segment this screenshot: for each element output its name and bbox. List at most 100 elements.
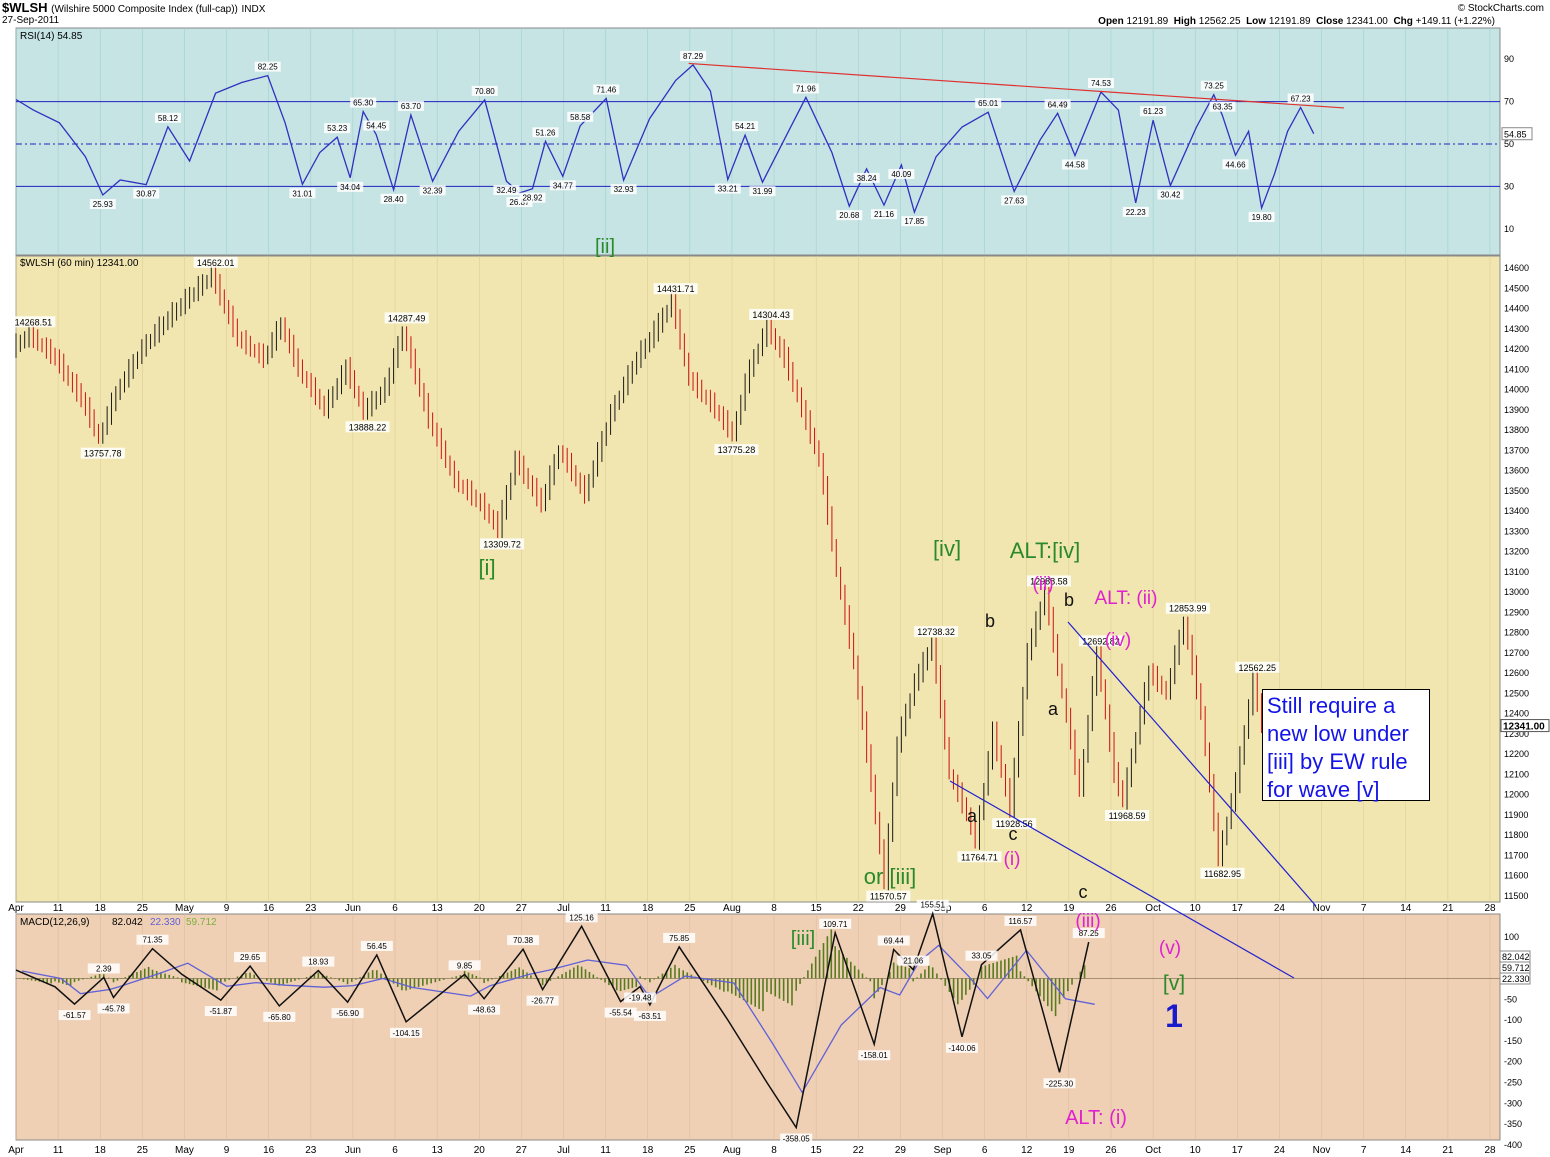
- macd-annotation-bg: [877, 935, 910, 946]
- macd-x-tick-label: 13: [432, 1145, 444, 1156]
- price-annotation-bg: [866, 890, 911, 902]
- macd-annotation: 71.35: [143, 936, 164, 945]
- rsi-annotation-bg: [901, 216, 928, 227]
- price-annotation: 13775.28: [718, 445, 756, 455]
- macd-annotation-bg: [97, 1003, 130, 1014]
- price-x-tick-label: 14: [1400, 903, 1412, 914]
- price-y-tick-label: 12500: [1504, 688, 1529, 698]
- rsi-annotation: 54.45: [366, 122, 387, 131]
- macd-x-tick-label: 14: [1400, 1145, 1412, 1156]
- macd-x-tick-label: 17: [1232, 1145, 1244, 1156]
- price-x-tick-label: 28: [1484, 903, 1496, 914]
- price-x-tick-label: 21: [1442, 903, 1454, 914]
- price-x-tick-label: 24: [1274, 903, 1286, 914]
- macd-y-tick-label: -400: [1504, 1140, 1522, 1150]
- price-y-tick-label: 12600: [1504, 668, 1529, 678]
- open-value: 12191.89: [1126, 16, 1169, 27]
- macd-annotation: -19.48: [629, 994, 652, 1003]
- price-y-tick-label: 12400: [1504, 709, 1529, 719]
- macd-annotation: 18.93: [308, 958, 329, 967]
- price-x-tick-label: Oct: [1145, 903, 1161, 914]
- rsi-annotation-bg: [1061, 159, 1088, 170]
- price-annotation-bg: [914, 626, 959, 638]
- price-annotation-bg: [1026, 575, 1071, 587]
- macd-x-tick-label: 16: [263, 1145, 275, 1156]
- price-x-tick-label: 25: [137, 903, 149, 914]
- rsi-y-tick-label: 50: [1504, 139, 1514, 149]
- price-last-value: 12341.00: [1503, 722, 1545, 733]
- macd-x-tick-label: 25: [137, 1145, 149, 1156]
- rsi-legend: RSI(14) 54.85: [20, 31, 83, 42]
- macd-annotation-bg: [858, 1050, 891, 1061]
- wave-label-ii: [ii]: [595, 236, 615, 258]
- price-annotation-bg: [80, 447, 125, 459]
- rsi-y-tick-label: 10: [1504, 224, 1514, 234]
- price-annotation: 12738.32: [917, 627, 955, 637]
- price-annotation: 14562.01: [197, 258, 235, 268]
- macd-annotation-bg: [360, 940, 393, 951]
- rsi-annotation: 71.46: [596, 86, 617, 95]
- price-y-tick-label: 11700: [1504, 850, 1528, 860]
- rsi-annotation-bg: [792, 83, 819, 94]
- macd-annotation-bg: [565, 912, 598, 923]
- price-x-tick-label: 9: [224, 903, 230, 914]
- rsi-annotation-bg: [549, 180, 576, 191]
- macd-annotation: -65.80: [268, 1013, 291, 1022]
- macd-annotation-bg: [965, 950, 998, 961]
- macd-annotation-bg: [916, 899, 949, 910]
- macd-annotation-bg: [87, 963, 120, 974]
- macd-x-tick-label: 8: [771, 1145, 777, 1156]
- macd-annotation-bg: [448, 960, 481, 971]
- rsi-annotation: 30.87: [136, 190, 157, 199]
- price-annotation: 11682.95: [1204, 869, 1241, 879]
- macd-annotation: -225.30: [1046, 1079, 1074, 1088]
- rsi-annotation: 82.25: [258, 63, 279, 72]
- price-y-tick-label: 12100: [1504, 769, 1529, 779]
- macd-annotation-bg: [263, 1011, 296, 1022]
- rsi-annotation: 32.39: [423, 186, 444, 195]
- rsi-annotation-bg: [1209, 101, 1236, 112]
- rsi-annotation: 33.21: [718, 185, 739, 194]
- macd-x-tick-label: 27: [516, 1145, 528, 1156]
- price-y-tick-label: 13900: [1504, 405, 1529, 415]
- rsi-y-tick-label: 30: [1504, 181, 1514, 191]
- rsi-annotation-bg: [567, 111, 594, 122]
- macd-annotation-bg: [1004, 915, 1037, 926]
- rsi-annotation: 65.30: [353, 99, 374, 108]
- rsi-annotation-bg: [871, 209, 897, 220]
- price-x-tick-label: 6: [982, 903, 988, 914]
- price-annotation-bg: [1235, 661, 1280, 673]
- rsi-annotation: 30.42: [1160, 191, 1181, 200]
- rsi-y-tick-label: 90: [1504, 54, 1514, 64]
- rsi-annotation: 17.85: [904, 217, 925, 226]
- price-x-tick-label: 27: [516, 903, 528, 914]
- price-x-tick-label: 22: [853, 903, 865, 914]
- macd-annotation-bg: [468, 1004, 501, 1015]
- rsi-annotation: 63.35: [1213, 103, 1234, 112]
- rsi-annotation: 58.12: [158, 114, 179, 123]
- price-y-tick-label: 12900: [1504, 607, 1529, 617]
- price-annotation: 12562.25: [1238, 663, 1276, 673]
- rsi-annotation: 32.49: [496, 186, 517, 195]
- macd-x-tick-label: 11: [600, 1145, 611, 1156]
- rsi-annotation: 73.25: [1204, 82, 1225, 91]
- price-x-tick-label: 20: [474, 903, 486, 914]
- symbol-title: $WLSH (Wilshire 5000 Composite Index (fu…: [2, 0, 265, 15]
- macd-x-tick-label: 19: [1063, 1145, 1075, 1156]
- rsi-last-value: 54.85: [1504, 130, 1527, 140]
- rsi-annotation: 31.01: [292, 189, 313, 198]
- rsi-annotation-bg: [610, 184, 637, 195]
- rsi-annotation: 87.29: [683, 52, 704, 61]
- rsi-line: [15, 63, 1315, 215]
- rsi-annotation-bg: [1140, 106, 1167, 117]
- price-x-tick-label: 8: [771, 903, 777, 914]
- macd-annotation: 116.57: [1009, 917, 1033, 926]
- price-annotation: 13888.22: [349, 422, 387, 432]
- macd-annotation: 125.16: [569, 913, 594, 922]
- macd-x-tick-label: 22: [853, 1145, 865, 1156]
- price-x-tick-label: May: [175, 903, 194, 914]
- price-annotation-bg: [992, 818, 1037, 830]
- macd-last-value-box: [1499, 972, 1531, 985]
- rsi-annotation: 31.99: [752, 187, 773, 196]
